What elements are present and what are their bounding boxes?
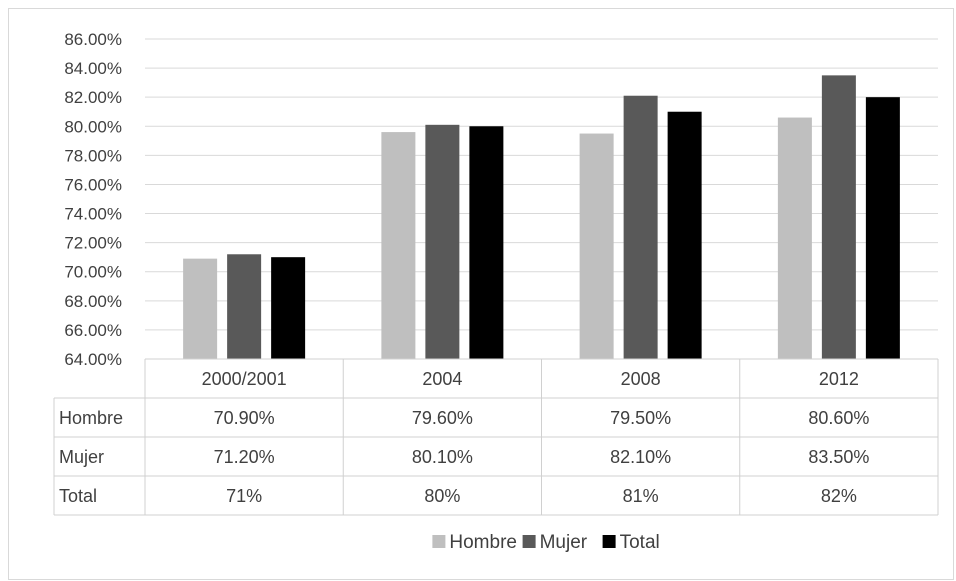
bar-total [271,257,306,359]
gridlines [145,38,938,331]
y-tick-label: 72.00% [64,234,122,253]
y-tick-label: 84.00% [64,59,122,78]
category-label: 2000/2001 [202,369,287,389]
table-cell: 79.60% [412,408,473,428]
y-tick-label: 82.00% [64,88,122,107]
table-cell: 80% [424,486,460,506]
table-cell: 80.60% [808,408,869,428]
bar-hombre [777,117,812,359]
legend-swatch-total [602,535,616,548]
table-cell: 70.90% [214,408,275,428]
bar-mujer [227,254,262,359]
table-cell: 83.50% [808,447,869,467]
y-tick-label: 70.00% [64,263,122,282]
y-tick-label: 76.00% [64,175,122,194]
bars [183,75,900,360]
legend: Hombre Mujer Total [432,532,660,553]
table-cell: 80.10% [412,447,473,467]
y-tick-label: 86.00% [64,30,122,49]
bar-hombre [381,132,416,359]
y-tick-label: 64.00% [64,350,122,369]
table-row-label: Hombre [59,408,123,428]
category-label: 2004 [422,369,462,389]
legend-swatch-hombre [432,535,446,548]
bar-mujer [821,75,856,359]
y-tick-label: 74.00% [64,205,122,224]
y-tick-label: 68.00% [64,292,122,311]
legend-label-mujer: Mujer [540,532,588,553]
table-cell: 81% [623,486,659,506]
data-table: 2000/2001 2004 2008 2012 Hombre 70.90% 79.60% 7… [53,358,939,516]
y-tick-label: 66.00% [64,321,122,340]
table-cell: 71.20% [214,447,275,467]
bar-hombre [183,258,218,359]
bar-hombre [579,133,614,359]
legend-label-total: Total [620,532,660,553]
bar-total [865,97,900,359]
bar-mujer [623,95,658,360]
category-label: 2008 [621,369,661,389]
legend-swatch-mujer [522,535,536,548]
y-tick-label: 78.00% [64,146,122,165]
table-row-label: Mujer [59,447,104,467]
y-tick-label: 80.00% [64,117,122,136]
bar-total [667,111,702,360]
category-label: 2012 [819,369,859,389]
legend-label-hombre: Hombre [449,532,517,553]
table-row-label: Total [59,486,97,506]
table-cell: 71% [226,486,262,506]
table-cell: 82.10% [610,447,671,467]
table-cell: 79.50% [610,408,671,428]
bar-mujer [425,124,460,360]
table-cell: 82% [821,486,857,506]
bar-total [469,126,504,359]
y-axis-ticks: 64.00% 66.00% 68.00% 70.00% 72.00% 74.00% 76.0… [64,30,122,369]
